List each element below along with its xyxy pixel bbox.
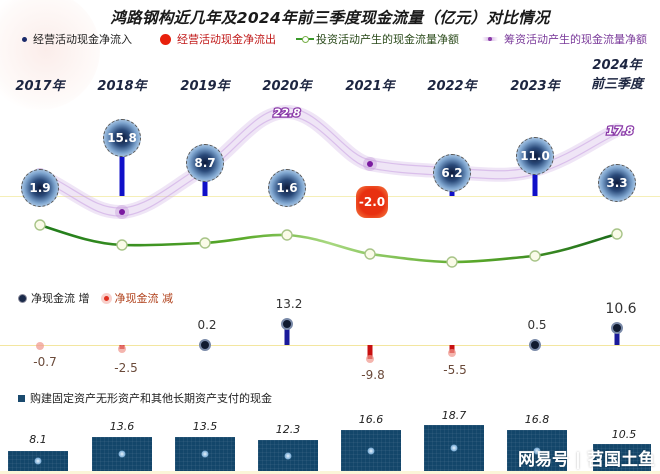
net-negative-marker [448,349,456,357]
increase-dot-icon [18,293,27,303]
capex-bar [341,430,401,471]
capex-value: 16.6 [358,413,384,426]
year-label: 2019年 [180,79,230,94]
net-negative-marker [118,345,126,353]
line-marker-icon [296,36,314,43]
operating-baseline [0,196,660,197]
capex-bar [258,440,318,471]
year-label: 2020年 [262,79,312,94]
capex-value: 13.6 [109,420,135,433]
financing-point [367,161,373,167]
net-positive-marker [611,322,623,334]
legend-investing: 投资活动产生的现金流量净额 [296,31,459,47]
band-marker-icon [482,37,498,41]
year-label-2024: 2024年 前三季度 [590,58,643,92]
operating-bubble: 15.8 [103,119,141,157]
net-value: -9.8 [361,368,385,382]
capex-bar [507,430,567,471]
operating-bubble: 3.3 [598,164,636,202]
year-label: 2023年 [510,79,560,94]
capex-bar [92,437,152,471]
operating-bubble: 1.9 [21,169,59,207]
year-label: 2022年 [427,79,477,94]
capex-bar [175,437,235,471]
operating-bubble: 11.0 [516,137,554,175]
net-stem-down [367,345,373,359]
year-label: 2018年 [97,79,147,94]
investing-line [39,223,618,264]
operating-bubble: 8.7 [186,144,224,182]
year-label: 2017年 [15,79,65,94]
net-value: 13.2 [275,297,303,311]
financing-point [119,209,125,215]
capex-value: 10.5 [611,428,637,441]
financing-label-2020: 22.8 [272,105,302,121]
legend-operating-in: 经营活动现金净流入 [22,31,132,47]
capex-bar [424,425,484,471]
investing-points [34,219,623,268]
net-positive-marker [529,339,541,351]
capex-bar [8,451,68,471]
operating-stem [119,140,125,196]
bottom-border [0,471,660,474]
net-positive-marker [199,339,211,351]
capex-value: 8.1 [29,433,47,446]
net-value: 0.5 [527,318,547,332]
net-baseline [0,345,660,346]
operating-negative-bubble: -2.0 [356,186,388,218]
operating-bubble: 6.2 [433,154,471,192]
net-stem-up [614,328,620,345]
legend-operating-out: 经营活动现金净流出 [160,31,276,47]
net-value: -5.5 [443,363,467,377]
year-label: 2021年 [345,79,395,94]
red-dot-icon [160,33,171,45]
operating-bubble: 1.6 [268,169,306,207]
net-legend: 净现金流 增 净现金流 减 [18,290,173,306]
capex-value: 13.5 [192,420,218,433]
net-value: 0.2 [197,318,217,332]
financing-label-2024: 17.8 [605,123,635,139]
capex-value: 16.8 [524,413,550,426]
net-value: -2.5 [114,361,138,375]
capex-bar [593,444,651,471]
operating-stem [532,158,538,196]
chart-title: 鸿路钢构近几年及2024年前三季度现金流量（亿元）对比情况 [110,9,550,27]
net-positive-marker [281,318,293,330]
decrease-dot-icon [103,295,109,301]
top-legend: 经营活动现金净流入 经营活动现金净流出 投资活动产生的现金流量净额 筹资活动产生… [0,31,660,47]
legend-financing: 筹资活动产生的现金流量净额 [482,31,647,47]
watermark-text: 网易号 | 苕国土鱼 [518,450,656,470]
capex-legend: 购建固定资产无形资产和其他长期资产支付的现金 [18,390,272,406]
net-value: 10.6 [605,301,637,317]
capex-value: 18.7 [441,409,467,422]
net-negative-marker [36,342,44,350]
net-negative-marker [366,355,374,363]
net-value: -0.7 [33,355,57,369]
square-icon [18,394,25,402]
capex-value: 12.3 [275,423,301,436]
dot-icon [22,36,27,42]
net-stem-up [284,324,290,345]
